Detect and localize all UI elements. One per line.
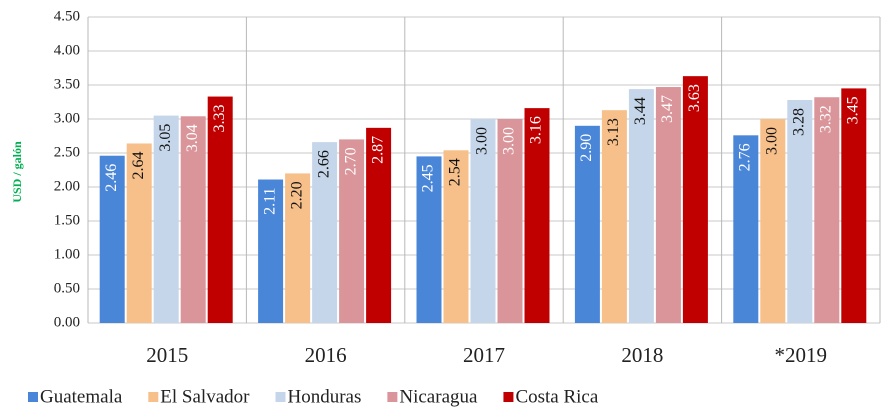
y-tick-label: 0.00 [54,314,80,330]
data-label: 2.87 [369,136,386,164]
data-label: 3.00 [474,127,491,155]
bar [574,125,600,323]
bar [733,135,759,323]
y-tick-label: 3.50 [54,76,80,92]
legend-label: Guatemala [40,386,123,407]
bar [285,173,311,323]
bar [601,110,627,323]
data-label: 3.00 [763,127,780,155]
y-tick-label: 2.50 [54,144,80,160]
bar [760,119,786,323]
data-label: 3.44 [632,97,649,125]
bar [787,99,813,324]
legend-label: Honduras [287,386,361,407]
data-label: 2.70 [342,147,359,175]
bar [207,96,233,323]
data-label: 2.66 [315,150,332,178]
data-label: 3.13 [605,118,622,146]
data-label: 2.46 [103,164,120,192]
data-label: 2.64 [130,151,147,179]
y-tick-label: 3.00 [54,110,80,126]
legend-swatch [503,392,514,402]
data-label: 3.04 [184,124,201,152]
x-tick-label: 2018 [621,343,663,367]
data-label: 3.32 [817,105,834,133]
data-label: 3.05 [157,124,174,152]
bar [416,156,442,323]
legend-swatch [275,392,286,402]
y-tick-label: 0.50 [54,280,80,296]
y-tick-label: 1.50 [54,212,80,228]
bar [628,89,654,323]
bar [655,87,681,323]
y-tick-label: 2.00 [54,178,80,194]
data-label: 2.54 [447,158,464,186]
data-label: 2.90 [578,134,595,162]
y-tick-label: 4.50 [54,8,80,24]
y-tick-label: 4.00 [54,42,80,58]
data-label: 3.45 [844,96,861,124]
data-label: 3.00 [501,127,518,155]
bar [126,143,152,323]
data-label: 2.11 [261,188,278,215]
bar [312,142,338,323]
y-axis-label: USD / galón [10,141,24,203]
data-label: 2.45 [420,164,437,192]
bar [524,108,550,324]
bar [814,97,840,324]
data-label: 2.20 [288,181,305,209]
bar [339,139,365,323]
bar [180,116,206,323]
bar [682,76,708,323]
legend-swatch [148,392,159,402]
bar [470,119,496,323]
legend-swatch [387,392,398,402]
data-label: 3.47 [659,95,676,123]
data-label: 3.33 [211,105,228,133]
bar [841,88,867,324]
legend-swatch [28,392,38,402]
x-tick-label: *2019 [775,343,828,367]
legend-label: Nicaragua [399,386,478,407]
bar [366,127,392,323]
data-label: 3.16 [528,116,545,144]
legend-label: El Salvador [160,386,250,407]
x-tick-label: 2015 [146,343,188,367]
bar [443,150,469,323]
x-tick-label: 2016 [305,343,347,367]
y-tick-label: 1.00 [54,246,80,262]
data-label: 3.28 [790,108,807,136]
data-label: 3.63 [686,84,703,112]
legend-label: Costa Rica [515,386,598,407]
x-tick-label: 2017 [463,343,505,367]
bar [153,115,179,323]
bar [497,119,523,323]
data-label: 2.76 [736,143,753,171]
bar [258,179,284,323]
bar [99,155,125,323]
